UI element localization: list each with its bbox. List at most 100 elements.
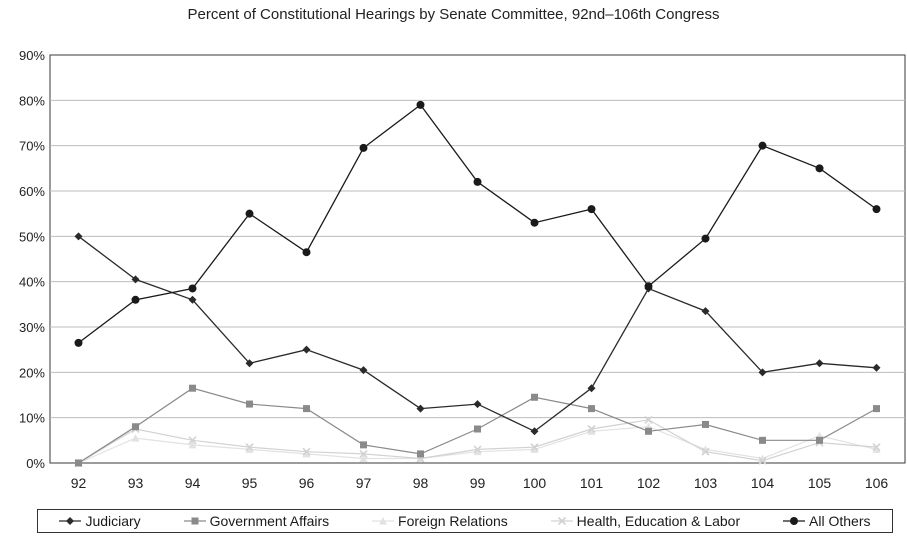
y-tick-label: 60% xyxy=(19,184,45,199)
data-point xyxy=(303,405,310,413)
data-point xyxy=(417,450,424,458)
legend-swatch xyxy=(372,517,395,525)
data-point xyxy=(74,338,83,347)
data-point xyxy=(302,248,311,257)
data-point xyxy=(131,275,140,284)
legend-marker xyxy=(557,516,566,526)
legend-item-all-others: All Others xyxy=(783,513,870,529)
series-government-affairs xyxy=(75,384,880,467)
series-line xyxy=(78,103,877,344)
data-point xyxy=(474,425,481,433)
data-point xyxy=(359,143,368,152)
data-point xyxy=(645,427,652,435)
data-point xyxy=(416,404,425,413)
data-point xyxy=(872,205,881,214)
series-lines xyxy=(74,100,881,468)
chart-title: Percent of Constitutional Hearings by Se… xyxy=(187,6,720,23)
line-chart: 0% 10% 20% 30% 40% 50% 60% 70% 80% 90% 92 93 94 95 96… xyxy=(19,48,906,491)
legend-label: Health, Education & Labor xyxy=(576,513,741,529)
data-point xyxy=(872,363,881,372)
x-tick-label: 95 xyxy=(242,475,258,491)
data-point xyxy=(302,345,311,354)
y-tick-label: 50% xyxy=(19,229,45,244)
x-tick-label: 94 xyxy=(185,475,201,491)
data-point xyxy=(188,295,197,304)
data-point xyxy=(132,423,139,431)
y-tick-label: 0% xyxy=(26,456,45,471)
data-point xyxy=(815,164,824,173)
data-point xyxy=(473,447,482,456)
y-tick-label: 80% xyxy=(19,93,45,108)
x-tick-label: 96 xyxy=(299,475,315,491)
data-point xyxy=(587,384,596,393)
legend-marker xyxy=(66,517,75,525)
y-tick-label: 40% xyxy=(19,275,45,290)
x-tick-label: 104 xyxy=(751,475,775,491)
legend-marker xyxy=(790,517,799,525)
legend-label: Judiciary xyxy=(85,513,141,529)
legend-marker xyxy=(191,517,199,525)
data-point xyxy=(131,295,140,304)
data-point xyxy=(188,284,197,293)
x-tick-label: 93 xyxy=(128,475,144,491)
data-point xyxy=(245,209,254,218)
y-tick-label: 90% xyxy=(19,48,45,63)
data-point xyxy=(587,205,596,214)
legend-item-government-affairs: Government Affairs xyxy=(183,513,330,529)
x-tick-label: 106 xyxy=(865,475,889,491)
plot-frame xyxy=(49,54,906,464)
data-point xyxy=(131,434,140,442)
data-point xyxy=(702,420,709,428)
data-point xyxy=(74,232,83,241)
x-tick-label: 100 xyxy=(523,475,547,491)
series-judiciary xyxy=(74,232,881,436)
data-point xyxy=(188,436,197,445)
plot-area xyxy=(49,54,906,464)
data-point xyxy=(189,384,196,392)
data-point xyxy=(360,441,367,449)
y-tick-label: 70% xyxy=(19,139,45,154)
data-point xyxy=(75,459,82,467)
data-point xyxy=(530,445,539,453)
x-tick-label: 98 xyxy=(413,475,429,491)
x-tick-label: 105 xyxy=(808,475,832,491)
legend-label: Government Affairs xyxy=(209,513,330,529)
data-point xyxy=(473,445,482,454)
legend-label: Foreign Relations xyxy=(398,513,508,529)
data-point xyxy=(246,400,253,408)
data-point xyxy=(302,447,311,456)
y-tick-label: 20% xyxy=(19,365,45,380)
x-axis-ticks: 92 93 94 95 96 97 98 99 100 101 102 103 104 105 106 xyxy=(71,475,889,491)
data-point xyxy=(359,449,368,458)
data-point xyxy=(758,456,767,465)
legend-swatch xyxy=(59,517,82,525)
data-point xyxy=(644,415,653,424)
data-point xyxy=(701,447,710,456)
x-tick-label: 99 xyxy=(470,475,486,491)
y-tick-label: 10% xyxy=(19,411,45,426)
data-point xyxy=(473,400,482,409)
data-point xyxy=(587,424,596,434)
x-tick-label: 102 xyxy=(637,475,661,491)
legend-swatch xyxy=(183,517,206,525)
data-point xyxy=(758,141,767,150)
data-point xyxy=(473,177,482,186)
data-point xyxy=(359,366,368,375)
data-point xyxy=(644,282,653,291)
data-point xyxy=(759,436,766,444)
y-axis-ticks: 0% 10% 20% 30% 40% 50% 60% 70% 80% 90% xyxy=(19,48,45,471)
data-point xyxy=(302,449,311,458)
legend-item-judiciary: Judiciary xyxy=(59,513,141,529)
data-point xyxy=(188,440,197,449)
legend-marker xyxy=(379,517,388,525)
data-point xyxy=(872,445,881,453)
data-point xyxy=(758,368,767,377)
data-point xyxy=(872,443,881,452)
legend: Judiciary Government Affairs Foreign Relat… xyxy=(37,509,893,533)
legend-item-health-education-labor: Health, Education & Labor xyxy=(550,513,741,529)
legend-item-foreign-relations: Foreign Relations xyxy=(372,513,508,529)
data-point xyxy=(588,405,595,413)
series-all-others xyxy=(74,100,881,347)
data-point xyxy=(416,100,425,109)
legend-swatch xyxy=(783,517,806,525)
